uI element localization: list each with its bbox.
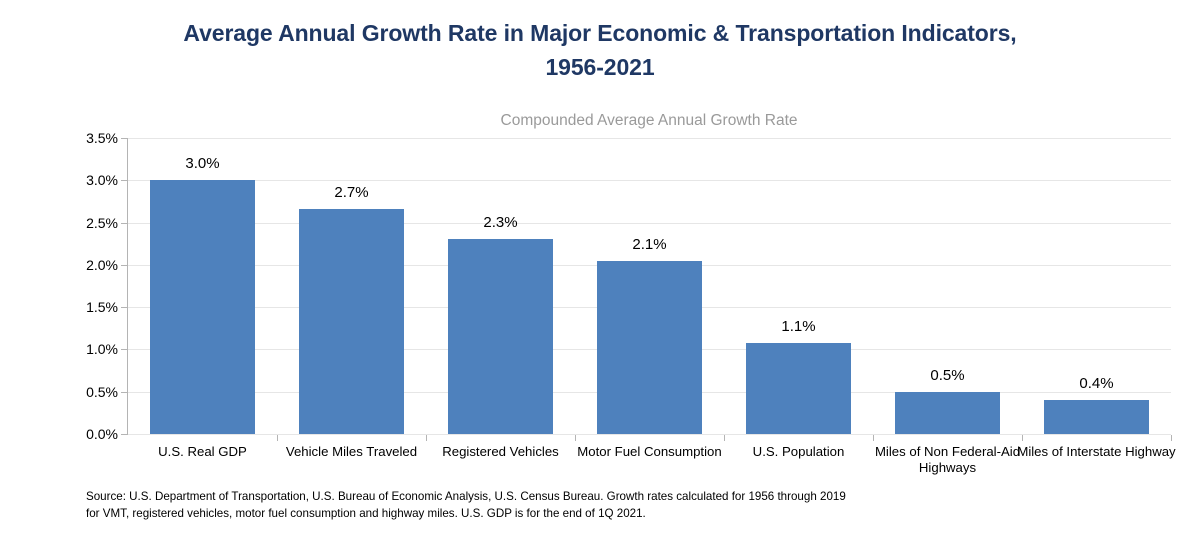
y-axis-tick-mark xyxy=(121,307,127,309)
source-note-line2: for VMT, registered vehicles, motor fuel… xyxy=(86,507,646,520)
x-axis-category-label: Miles of Interstate Highway xyxy=(1017,444,1176,459)
y-axis-tick-label: 3.0% xyxy=(86,172,118,189)
x-axis-category-label: U.S. Real GDP xyxy=(158,444,247,459)
x-axis-category-label: Vehicle Miles Traveled xyxy=(285,444,418,459)
x-axis-tick-mark xyxy=(873,435,874,441)
bar[interactable] xyxy=(299,209,404,434)
y-axis-tick-label: 1.5% xyxy=(86,299,118,316)
bar-data-label: 1.1% xyxy=(781,317,816,335)
y-axis-tick-label: 0.0% xyxy=(86,426,118,442)
y-axis-tick-mark xyxy=(121,349,127,351)
gridline xyxy=(128,434,1171,435)
bar[interactable] xyxy=(746,342,851,434)
y-axis-line xyxy=(127,138,128,435)
source-note: Source: U.S. Department of Transportatio… xyxy=(86,488,1086,522)
plot-area xyxy=(128,138,1171,435)
gridline xyxy=(128,180,1171,182)
y-axis-labels: 3.5% 3.0% 2.5% 2.0% 1.5% 1.0% 0.5% 0.0% xyxy=(66,0,118,540)
y-axis-tick-mark xyxy=(121,138,127,139)
y-axis-tick-mark xyxy=(121,180,127,182)
bar[interactable] xyxy=(448,238,553,434)
chart-title-line1: Average Annual Growth Rate in Major Econ… xyxy=(183,20,1017,46)
source-note-line1: Source: U.S. Department of Transportatio… xyxy=(86,490,846,503)
gridline xyxy=(128,138,1171,139)
bar[interactable] xyxy=(597,261,702,434)
y-axis-tick-mark xyxy=(121,434,127,435)
x-axis-tick-mark xyxy=(277,435,278,441)
bar-data-label: 2.1% xyxy=(632,236,667,254)
chart-subtitle: Compounded Average Annual Growth Rate xyxy=(500,112,798,129)
bar[interactable] xyxy=(895,391,1000,434)
bar-data-label: 0.4% xyxy=(1079,375,1114,393)
chart-title-line2: 1956-2021 xyxy=(545,54,655,80)
x-axis-category-label: Miles of Non Federal-Aid Highways xyxy=(874,444,1021,475)
bar-data-label: 2.7% xyxy=(334,184,369,202)
gridline xyxy=(128,222,1171,224)
bar-data-label: 2.3% xyxy=(483,213,518,231)
x-axis-tick-mark xyxy=(426,435,427,441)
x-axis-tick-mark xyxy=(1171,435,1172,441)
x-axis-category-label: Registered Vehicles xyxy=(442,444,559,459)
chart-title: Average Annual Growth Rate in Major Econ… xyxy=(110,16,1090,84)
y-axis-tick-label: 3.5% xyxy=(86,130,118,146)
bar-data-label: 0.5% xyxy=(930,366,965,384)
bar[interactable] xyxy=(1044,400,1149,434)
x-axis-category-label: Motor Fuel Consumption xyxy=(577,444,722,459)
y-axis-tick-label: 2.0% xyxy=(86,256,118,273)
y-axis-tick-label: 0.5% xyxy=(86,383,118,400)
y-axis-tick-mark xyxy=(121,391,127,393)
y-axis-tick-mark xyxy=(121,264,127,266)
y-axis-tick-label: 1.0% xyxy=(86,341,118,358)
bar-data-label: 3.0% xyxy=(185,155,220,173)
x-axis-category-label: U.S. Population xyxy=(752,444,845,459)
y-axis-tick-mark xyxy=(121,222,127,224)
y-axis-tick-label: 2.5% xyxy=(86,214,118,231)
x-axis-tick-mark xyxy=(575,435,576,441)
bar[interactable] xyxy=(150,180,255,434)
x-axis-tick-mark xyxy=(724,435,725,441)
x-axis-tick-mark xyxy=(1022,435,1023,441)
